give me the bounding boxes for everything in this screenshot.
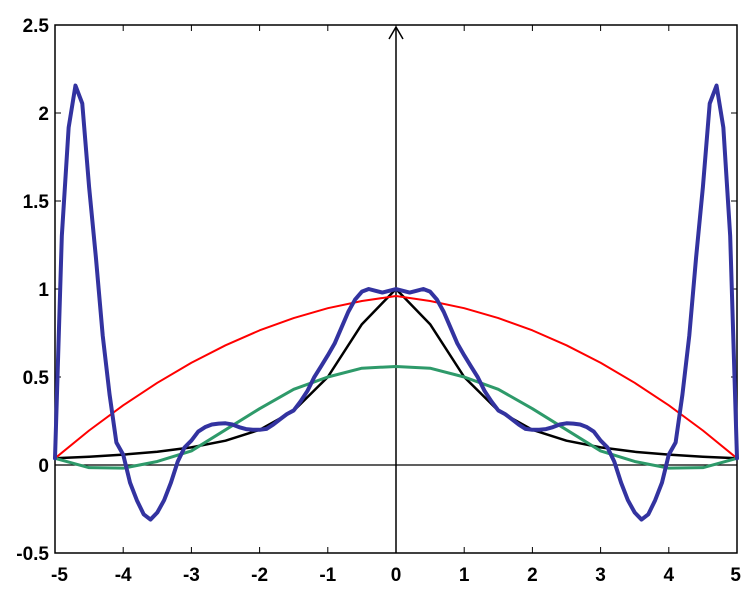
x-tick-label: 0 — [391, 565, 402, 586]
series-line-deg10 — [53, 83, 739, 522]
x-tick-label: 1 — [459, 565, 470, 586]
x-tick-label: -1 — [319, 565, 336, 586]
y-tick-label: 1.5 — [23, 192, 50, 213]
x-tick-label: -4 — [115, 565, 132, 586]
y-tick-label: 0.5 — [23, 368, 50, 389]
series-line-deg2 — [54, 295, 738, 460]
x-tick-label: 2 — [527, 565, 538, 586]
series-line-deg4 — [53, 364, 739, 470]
x-tick-label: 5 — [730, 565, 741, 586]
y-tick-label: 0 — [38, 456, 49, 477]
y-tick-label: -0.5 — [16, 544, 49, 565]
x-tick-label: -5 — [51, 565, 68, 586]
y-axis-ticks: -0.5 0 0.5 1 1.5 2 2.5 — [16, 16, 737, 565]
y-tick-label: 2.5 — [23, 16, 50, 37]
x-tick-label: 3 — [595, 565, 606, 586]
x-axis-ticks: -5 -4 -3 -2 -1 0 1 2 3 4 5 — [51, 25, 741, 586]
series-lines — [53, 83, 739, 522]
x-tick-label: 4 — [664, 565, 675, 586]
y-tick-label: 1 — [38, 280, 49, 301]
x-tick-label: -3 — [183, 565, 200, 586]
x-tick-label: -2 — [251, 565, 268, 586]
y-tick-label: 2 — [38, 104, 49, 125]
